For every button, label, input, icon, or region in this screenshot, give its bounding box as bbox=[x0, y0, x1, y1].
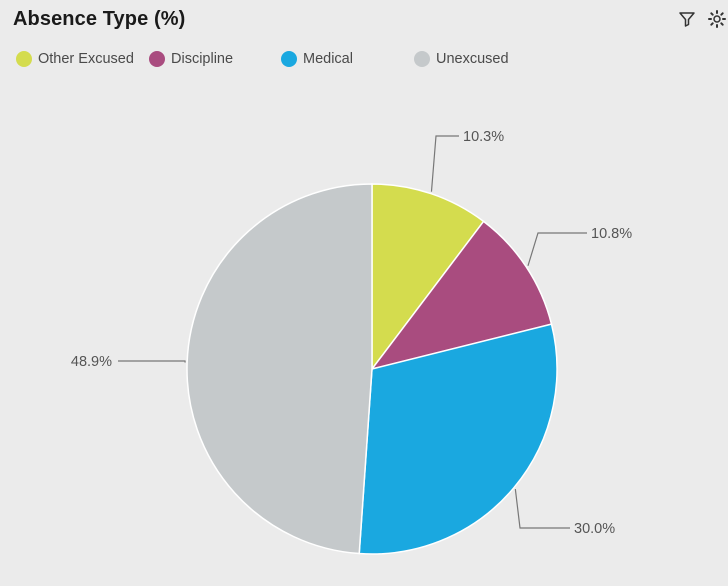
pie-slice-discipline[interactable] bbox=[370, 220, 553, 371]
leader-line-other-excused bbox=[430, 135, 459, 192]
legend-item-discipline[interactable]: Discipline bbox=[149, 48, 233, 70]
pie-slice-unexcused[interactable] bbox=[186, 183, 373, 555]
legend-swatch bbox=[281, 51, 297, 67]
legend-label: Medical bbox=[303, 51, 353, 67]
leader-line-medical bbox=[514, 489, 570, 529]
legend-swatch bbox=[149, 51, 165, 67]
legend-label: Discipline bbox=[171, 51, 234, 67]
legend-swatch bbox=[414, 51, 430, 67]
pie-slice-other-excused[interactable] bbox=[371, 183, 485, 372]
leader-line-unexcused bbox=[118, 360, 186, 363]
data-label-other-excused: 10.3% bbox=[463, 129, 504, 145]
data-label-medical: 30.0% bbox=[574, 521, 615, 537]
legend-item-other-excused[interactable]: Other Excused bbox=[16, 48, 134, 70]
settings-icon[interactable] bbox=[707, 9, 727, 29]
legend-swatch bbox=[16, 51, 32, 67]
pie-slice-medical[interactable] bbox=[358, 323, 558, 555]
legend-item-medical[interactable]: Medical bbox=[281, 48, 353, 70]
legend-item-unexcused[interactable]: Unexcused bbox=[414, 48, 509, 70]
data-label-discipline: 10.8% bbox=[591, 226, 632, 242]
leader-line-discipline bbox=[527, 232, 587, 267]
legend-label: Unexcused bbox=[436, 51, 509, 67]
filter-icon[interactable] bbox=[677, 9, 697, 29]
chart-title: Absence Type (%) bbox=[13, 8, 186, 30]
legend-label: Other Excused bbox=[38, 51, 134, 67]
data-label-unexcused: 48.9% bbox=[71, 354, 112, 370]
